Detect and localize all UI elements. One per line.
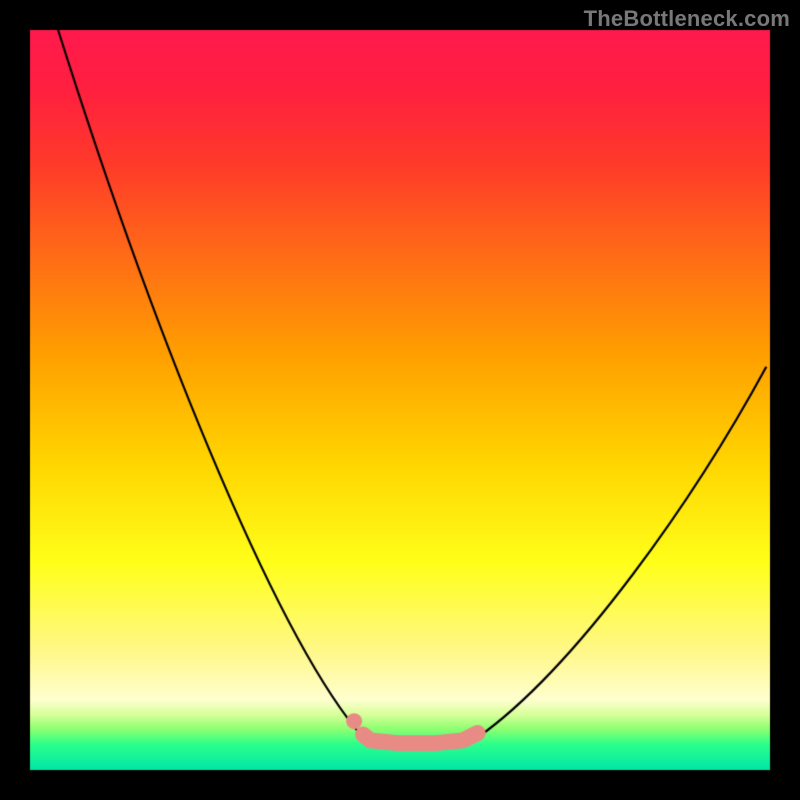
chart-frame: TheBottleneck.com — [0, 0, 800, 800]
bottleneck-chart-canvas — [0, 0, 800, 800]
watermark-text: TheBottleneck.com — [584, 6, 790, 32]
